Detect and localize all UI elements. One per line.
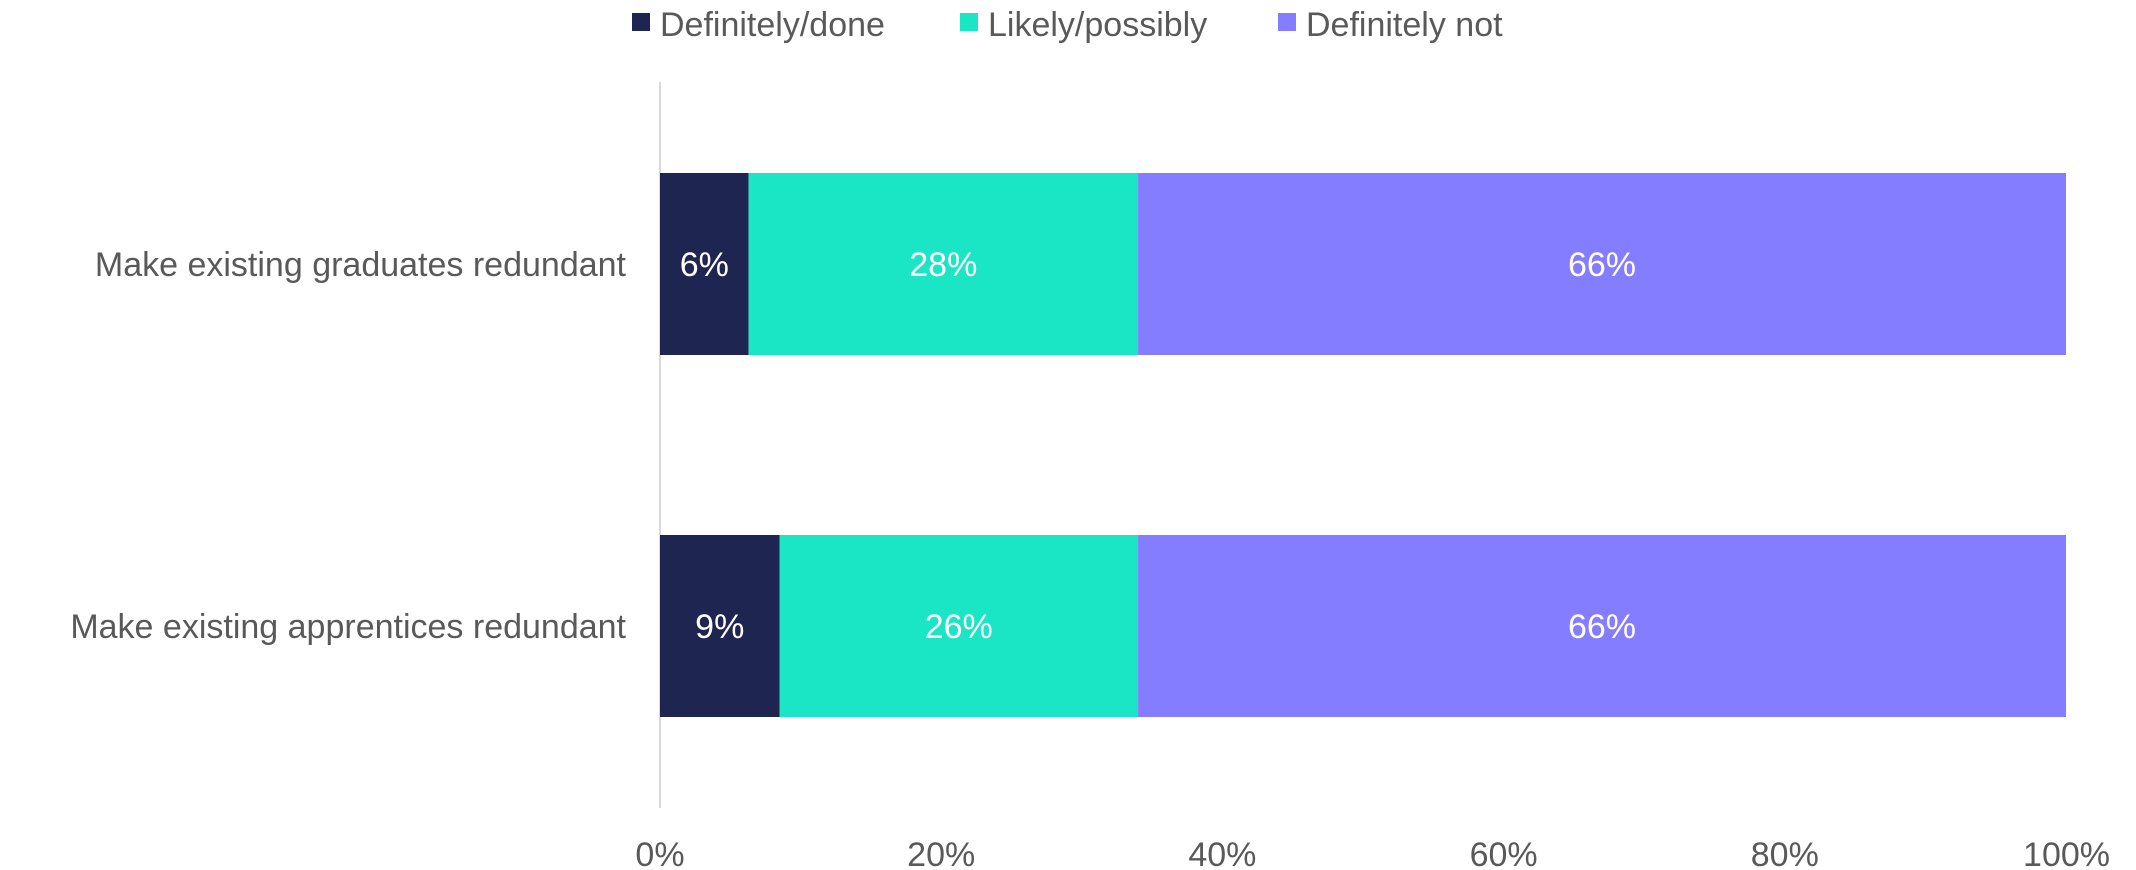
data-labels: 6% 28% 66% 9% 26% 66% xyxy=(680,246,1636,646)
legend: Definitely/done Likely/possibly Definitely… xyxy=(632,6,1503,44)
data-label-2-3: 66% xyxy=(1568,608,1636,646)
legend-label-2: Likely/possibly xyxy=(988,6,1207,44)
bar-segment-1-3 xyxy=(1138,173,2066,355)
legend-swatch-3 xyxy=(1278,13,1296,31)
category-label-2: Make existing apprentices redundant xyxy=(70,608,626,646)
x-tick-label-3: 40% xyxy=(1188,836,1256,870)
data-label-1-3: 66% xyxy=(1568,246,1636,284)
x-tick-label-2: 20% xyxy=(907,836,975,870)
x-tick-label-1: 0% xyxy=(635,836,684,870)
x-tick-label-5: 80% xyxy=(1751,836,1819,870)
x-tick-label-6: 100% xyxy=(2023,836,2110,870)
x-tick-label-4: 60% xyxy=(1470,836,1538,870)
x-axis-ticks: 0% 20% 40% 60% 80% 100% xyxy=(635,836,2110,870)
data-label-2-2: 26% xyxy=(925,608,993,646)
legend-swatch-1 xyxy=(632,13,650,31)
bar-segment-1-1 xyxy=(660,173,749,355)
data-label-1-2: 28% xyxy=(909,246,977,284)
bar-segment-1-2 xyxy=(748,173,1139,355)
legend-label-3: Definitely not xyxy=(1306,6,1503,44)
data-label-1-1: 6% xyxy=(680,246,729,284)
category-label-1: Make existing graduates redundant xyxy=(95,246,627,284)
category-labels: Make existing graduates redundant Make ex… xyxy=(70,246,626,646)
bars xyxy=(660,173,2066,717)
legend-label-1: Definitely/done xyxy=(660,6,885,44)
data-label-2-1: 9% xyxy=(695,608,744,646)
bar-segment-2-3 xyxy=(1138,535,2066,717)
bar-segment-2-1 xyxy=(660,535,780,717)
legend-swatch-2 xyxy=(960,13,978,31)
bar-segment-2-2 xyxy=(779,535,1139,717)
